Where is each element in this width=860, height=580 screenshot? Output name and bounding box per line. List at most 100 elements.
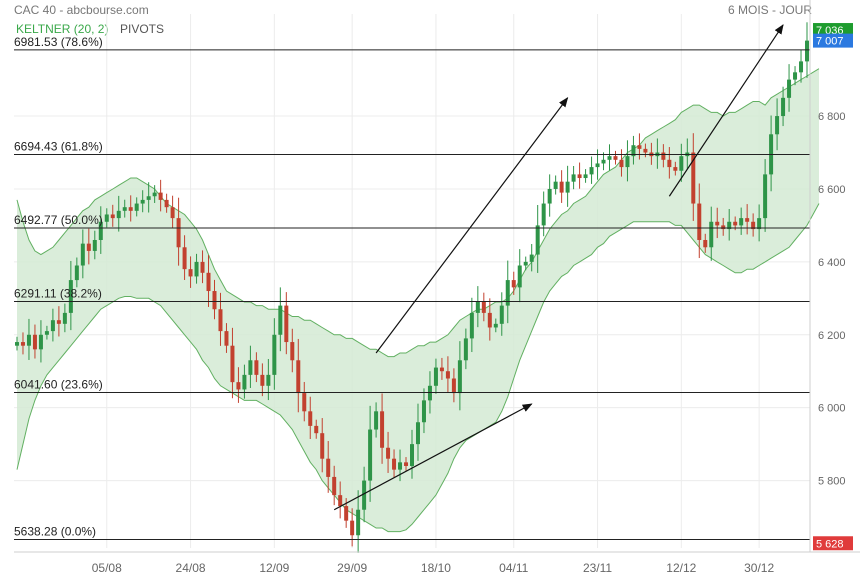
candle-body [523,261,528,266]
candle-body [230,345,235,383]
candle-body [218,309,223,332]
x-tick-label: 04/11 [499,561,528,575]
candle-body [697,203,702,240]
candle-body [781,97,786,117]
candle-body [463,338,468,361]
candle-body [338,495,343,507]
candle-body [613,156,618,160]
candle-body [499,305,504,324]
candle-body [290,342,295,361]
candle-body [368,429,373,481]
x-tick-label: 24/08 [176,561,206,575]
x-tick-label: 29/09 [337,561,367,575]
candle-body [751,221,756,230]
candle-body [457,360,462,394]
candle-body [565,181,570,193]
candle-body [643,148,648,153]
candle-body [104,214,109,222]
candle-body [469,312,474,339]
candle-body [50,320,55,332]
candle-body [511,280,516,288]
candle-body [631,145,636,157]
candle-body [577,174,582,179]
candle-body [398,462,403,470]
candle-body [427,385,432,401]
candle-body [637,145,642,149]
candle-body [74,265,79,281]
trend-arrow [375,97,569,354]
candle-body [164,199,169,208]
x-tick-label: 12/12 [666,561,696,575]
candle-body [703,239,708,248]
candle-body [673,167,678,171]
candle-body [493,323,498,328]
candle-body [278,305,283,335]
candle-body [583,174,588,179]
candle-body [410,444,414,466]
fib-level-label: 6041.60 (23.6%) [14,378,103,392]
fib-level-label: 6492.77 (50.0%) [14,213,103,227]
candle-body [110,214,115,219]
candle-body [601,159,606,164]
candle-body [535,225,540,255]
candle-body [296,360,301,394]
candle-body [433,367,438,386]
candle-body [745,218,750,222]
candle-body [625,156,630,168]
candle-body [272,334,277,375]
candle-body [727,221,732,230]
candle-body [374,411,379,430]
candle-body [308,411,313,426]
y-tick-label: 6 600 [818,184,846,196]
candle-body [248,360,253,375]
candle-body [44,331,49,335]
candle-body [122,207,127,211]
candle-body [805,40,810,62]
candle-body [775,116,780,135]
candle-body [607,156,612,160]
axes: 5 800 6 000 6 200 6 400 6 600 6 800 05/08 24/08… [14,0,860,575]
candle-body [68,280,73,313]
candle-body [182,247,187,270]
price-tag-label: 7 007 [816,36,844,48]
candle-body [799,61,804,73]
candle-body [415,422,420,445]
keltner-lower [16,203,820,533]
candle-body [242,374,247,390]
trend-arrow [333,403,533,511]
candle-body [116,210,121,219]
candle-body [20,342,25,346]
candle-body [56,320,61,324]
pivots-legend[interactable]: PIVOTS [120,22,165,36]
candle-body [691,152,696,204]
candle-body [571,174,576,182]
y-tick-label: 6 800 [818,111,846,123]
trend-arrow [668,24,784,197]
candle-body [386,447,391,459]
price-tag-box [813,23,853,38]
y-tick-label: 6 200 [818,330,846,342]
candle-body [763,174,768,219]
y-tick-label: 6 000 [818,403,846,415]
period-label[interactable]: 6 MOIS - JOUR [727,3,812,17]
candle-body [380,411,385,448]
candle-body [439,367,444,372]
x-tick-label: 12/09 [259,561,289,575]
candle-body [86,243,91,251]
candle-body [739,218,744,226]
x-tick-label: 05/08 [92,561,122,575]
fib-level-label: 5638.28 (0.0%) [14,525,96,539]
candle-body [787,79,792,98]
chart-title: CAC 40 - abcbourse.com [14,3,149,17]
candle-body [757,218,762,230]
candle-body [206,272,211,292]
candle-body [62,312,67,324]
candle-body [140,199,145,204]
candle-body [547,188,552,204]
candle-body [589,167,594,175]
keltner-legend[interactable]: KELTNER (20, 2) [16,22,109,36]
candle-body [421,400,426,423]
candle-body [98,221,103,240]
candle-body [721,225,726,230]
